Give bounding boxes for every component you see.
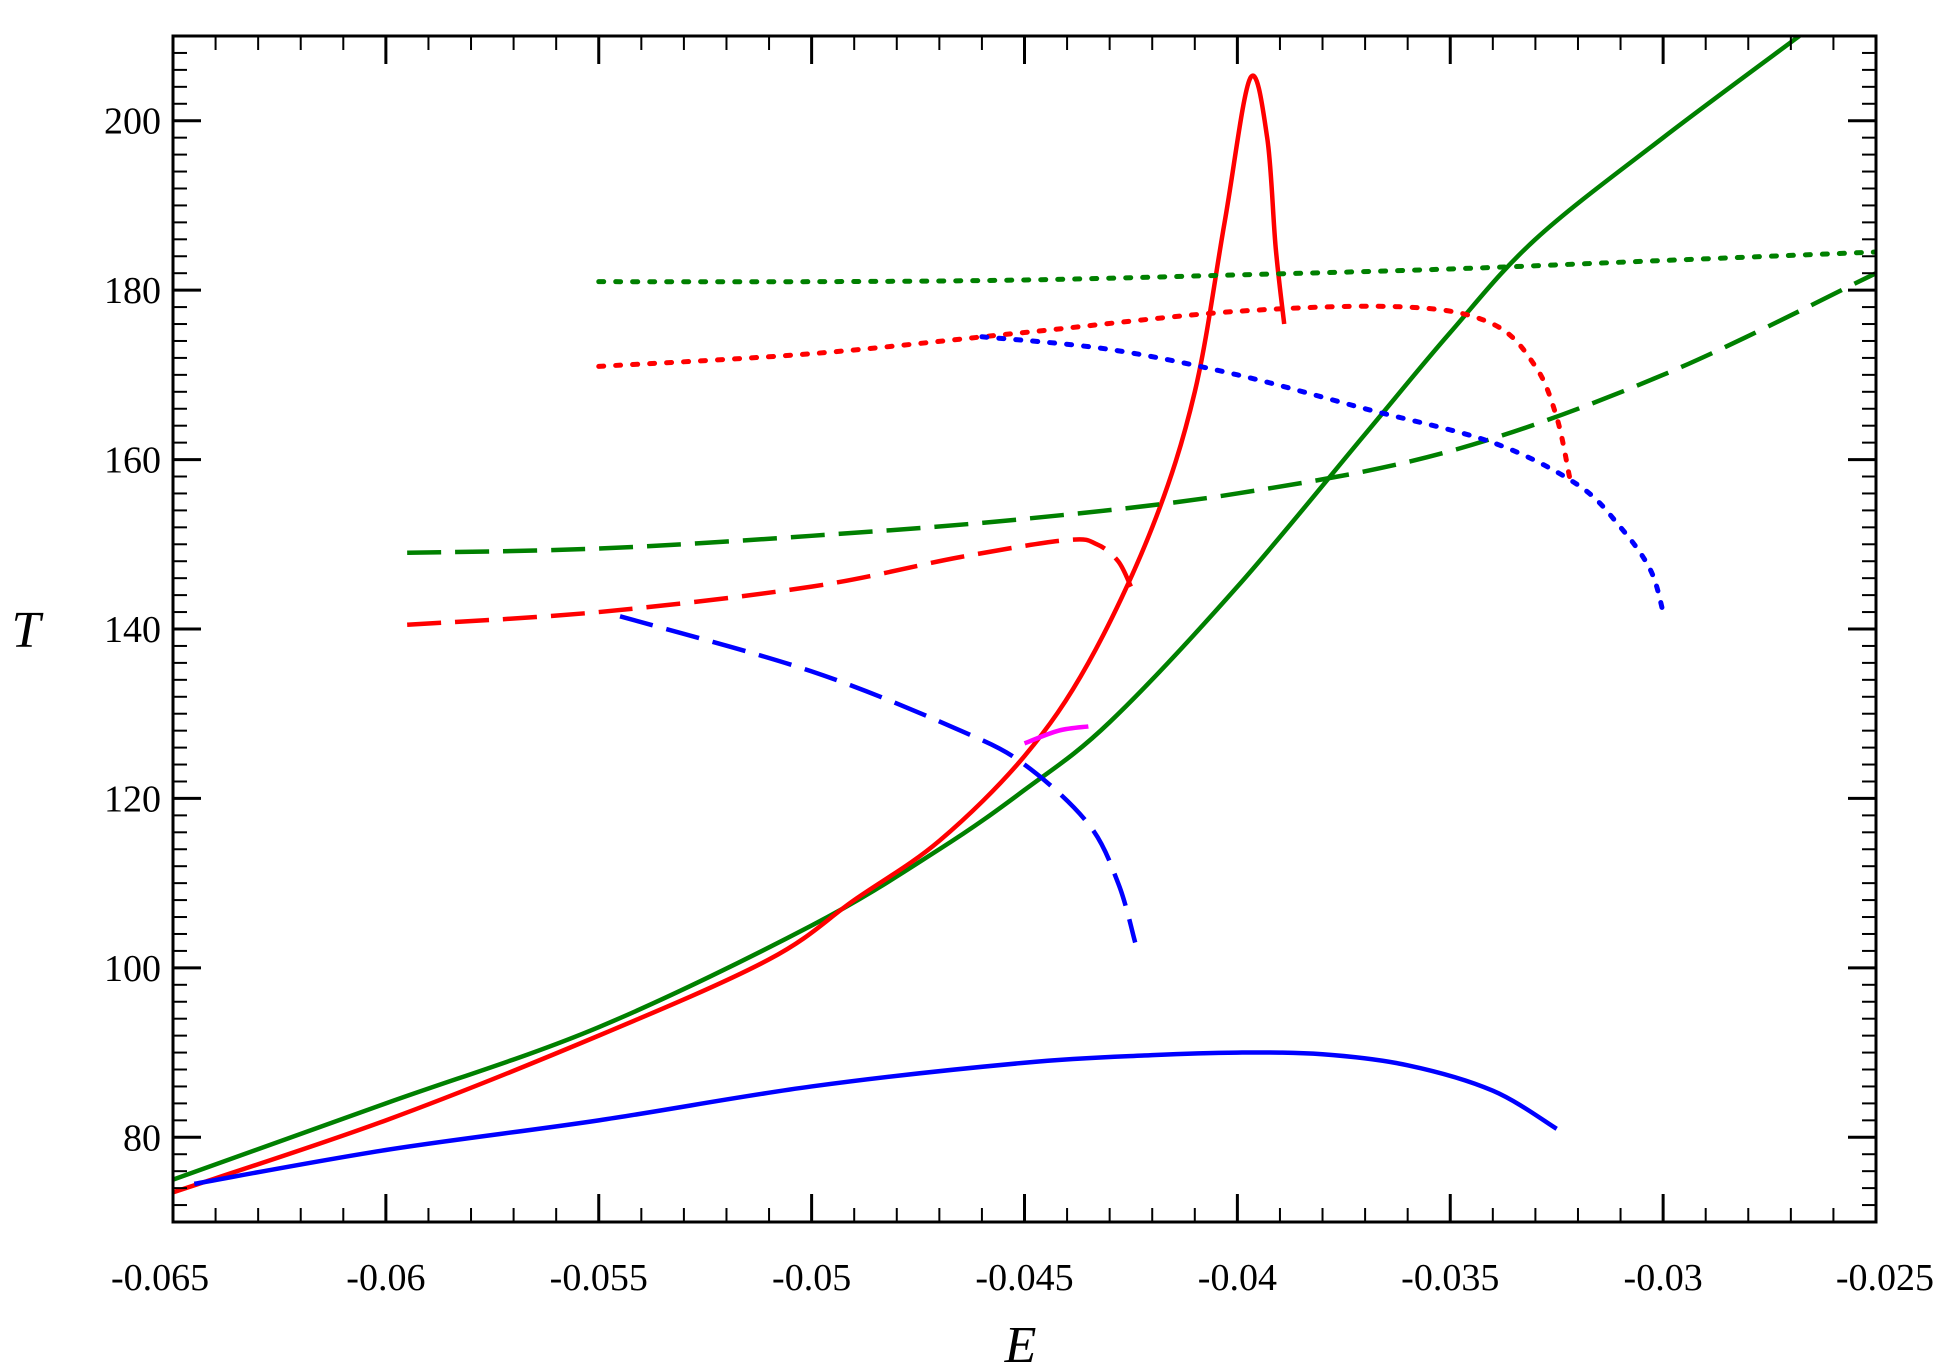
x-tick-labels: -0.065 -0.06 -0.055 -0.05 -0.045 -0.04 -0.035 -… xyxy=(111,1257,1934,1299)
y-tick-label: 200 xyxy=(104,101,161,143)
series-line-9 xyxy=(979,334,1666,615)
x-tick-label: -0.055 xyxy=(550,1257,648,1299)
series-line-10 xyxy=(1023,724,1089,746)
y-tick-label: 80 xyxy=(123,1117,161,1159)
y-tick-label: 120 xyxy=(104,778,161,820)
plot-frame xyxy=(171,34,1878,1224)
x-tick-label: -0.065 xyxy=(111,1257,209,1299)
y-tick-labels: 80 100 120 140 160 180 200 xyxy=(104,101,161,1160)
x-axis-label: E xyxy=(1004,1317,1037,1368)
series-line-2 xyxy=(173,73,1287,1195)
y-tick-label: 180 xyxy=(104,270,161,312)
series-line-1 xyxy=(173,36,1801,1182)
y-tick-label: 140 xyxy=(104,609,161,651)
y-tick-label: 100 xyxy=(104,948,161,990)
series-line-6 xyxy=(619,614,1138,944)
x-tick-label: -0.025 xyxy=(1836,1257,1934,1299)
series-line-4 xyxy=(407,271,1876,556)
series-line-3 xyxy=(193,1050,1558,1187)
x-tick-label: -0.06 xyxy=(346,1257,425,1299)
x-tick-label: -0.03 xyxy=(1624,1257,1703,1299)
y-tick-label: 160 xyxy=(104,440,161,482)
y-axis-label: T xyxy=(12,602,44,659)
x-tick-label: -0.045 xyxy=(975,1257,1073,1299)
x-tick-label: -0.04 xyxy=(1198,1257,1277,1299)
series-line-5 xyxy=(407,537,1133,628)
x-tick-label: -0.035 xyxy=(1401,1257,1499,1299)
series-layer xyxy=(173,36,1876,1195)
x-tick-label: -0.05 xyxy=(772,1257,851,1299)
